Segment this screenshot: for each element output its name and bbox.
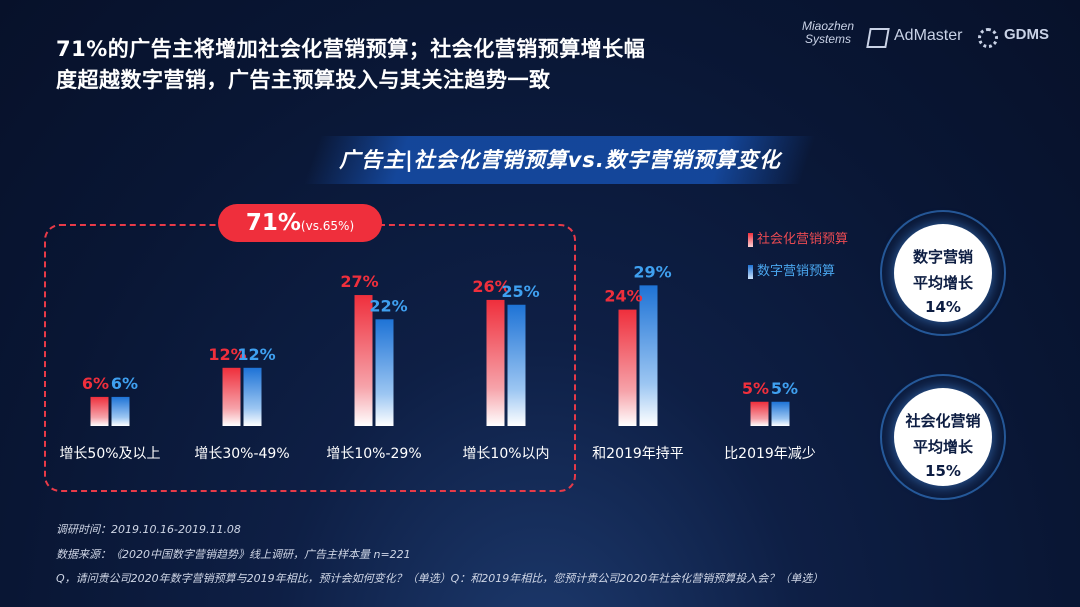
headline-line-2: 度超越数字营销，广告主预算投入与其关注趋势一致 xyxy=(56,68,551,92)
category-label-1: 增长30%-49% xyxy=(194,446,289,462)
social-average-growth-badge: 社会化营销 平均增长 15% xyxy=(880,374,1006,500)
legend-digital-swatch xyxy=(748,264,753,279)
chart-title: 广告主|社会化营销预算vs.数字营销预算变化 xyxy=(339,148,781,172)
headline-line-1: 71%的广告主将增加社会化营销预算；社会化营销预算增长幅 xyxy=(56,37,646,61)
miaozhen-logo: Miaozhen Systems xyxy=(798,20,858,46)
gdms-mark-icon xyxy=(978,28,998,48)
increase-callout-value: 71% xyxy=(245,210,301,236)
legend-social: 社会化营销预算 xyxy=(748,228,848,247)
bar-digital-3 xyxy=(507,304,526,426)
legend-social-swatch xyxy=(748,232,753,247)
bar-digital-1 xyxy=(243,367,262,426)
question-note: Q，请问贵公司2020年数字营销预算与2019年相比，预计会如何变化？（单选）Q… xyxy=(56,572,824,585)
admaster-logo: AdMaster xyxy=(866,26,968,52)
value-label-digital-5: 5% xyxy=(771,379,798,398)
admaster-logo-text: AdMaster xyxy=(894,27,963,44)
legend-digital: 数字营销预算 xyxy=(748,260,835,279)
digital-ring-value: 14% xyxy=(925,298,961,316)
bar-social-0 xyxy=(90,396,109,426)
increase-callout-badge: 71%(vs.65%) xyxy=(218,204,382,242)
bar-social-1 xyxy=(222,367,241,426)
bar-social-3 xyxy=(486,299,505,426)
digital-ring-line-1: 数字营销 xyxy=(912,248,973,266)
bars-group xyxy=(90,285,790,426)
digital-average-growth-badge: 数字营销 平均增长 14% xyxy=(880,210,1006,336)
value-label-digital-1: 12% xyxy=(237,345,275,364)
digital-ring-line-2: 平均增长 xyxy=(912,274,973,292)
value-label-social-1: 12% xyxy=(208,345,246,364)
data-source-note: 数据来源：《2020中国数字营销趋势》线上调研，广告主样本量 n=221 xyxy=(56,548,411,561)
gdms-logo-text: GDMS xyxy=(1004,26,1049,43)
digital-ring-disc xyxy=(894,224,992,322)
social-ring-line-2: 平均增长 xyxy=(912,438,973,456)
value-label-social-2: 27% xyxy=(340,272,378,291)
bar-digital-5 xyxy=(771,401,790,426)
value-label-digital-2: 22% xyxy=(369,296,407,315)
bar-digital-0 xyxy=(111,396,130,426)
legend-digital-label: 数字营销预算 xyxy=(757,264,836,279)
social-ring-line-1: 社会化营销 xyxy=(905,412,981,430)
survey-time-note: 调研时间：2019.10.16-2019.11.08 xyxy=(56,523,241,536)
category-label-2: 增长10%-29% xyxy=(326,446,421,462)
social-ring-outline xyxy=(880,374,1006,500)
bar-digital-2 xyxy=(375,319,394,426)
value-label-social-3: 26% xyxy=(472,277,510,296)
legend-social-label: 社会化营销预算 xyxy=(757,232,849,247)
increase-callout-compare: (vs.65%) xyxy=(300,219,355,233)
value-label-digital-3: 25% xyxy=(501,282,539,301)
gdms-logo: GDMS xyxy=(978,26,1060,52)
digital-ring-outline xyxy=(880,210,1006,336)
bar-social-5 xyxy=(750,401,769,426)
headline: 71%的广告主将增加社会化营销预算；社会化营销预算增长幅 度超越数字营销，广告主… xyxy=(56,34,736,96)
social-ring-disc xyxy=(894,388,992,486)
social-ring-value: 15% xyxy=(925,462,961,480)
bar-social-4 xyxy=(618,309,637,426)
labels-group: 6% 6% 增长50%及以上 12%12% 增长30%-49% 27% 22% 增长10%-2… xyxy=(59,262,815,462)
value-label-social-5: 5% xyxy=(742,379,769,398)
category-label-4: 和2019年持平 xyxy=(592,446,684,462)
category-label-0: 增长50%及以上 xyxy=(59,446,160,462)
value-label-digital-4: 29% xyxy=(633,262,671,281)
value-label-social-4: 24% xyxy=(604,287,642,306)
category-label-3: 增长10%以内 xyxy=(462,446,549,462)
miaozhen-logo-text: Miaozhen Systems xyxy=(801,19,855,46)
bar-social-2 xyxy=(354,295,373,426)
value-label-social-0: 6% xyxy=(82,374,109,393)
bar-digital-4 xyxy=(639,285,658,426)
value-label-digital-0: 6% xyxy=(111,374,138,393)
category-label-5: 比2019年减少 xyxy=(724,446,816,462)
